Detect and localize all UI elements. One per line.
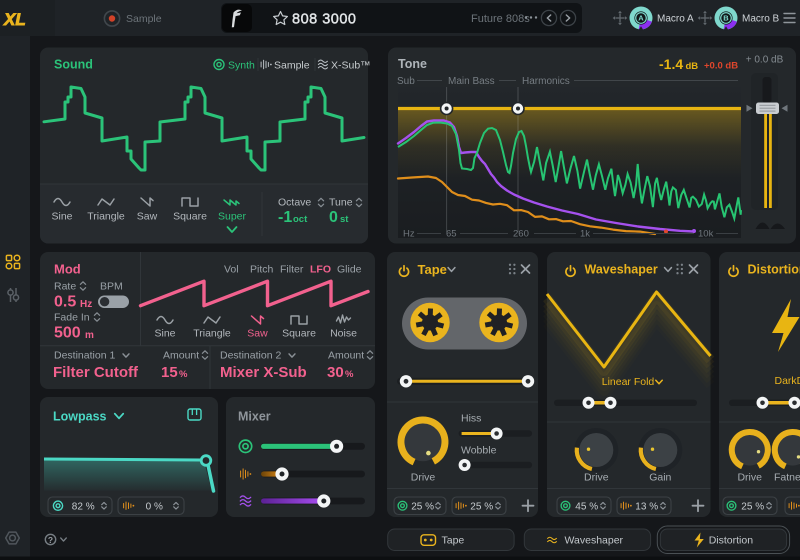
svg-text:oct: oct — [293, 214, 308, 225]
svg-text:Harmonics: Harmonics — [522, 76, 570, 87]
svg-text:Octave: Octave — [278, 197, 311, 209]
svg-text:A: A — [638, 14, 644, 23]
svg-text:Sine: Sine — [154, 328, 175, 340]
svg-text:Main Bass: Main Bass — [448, 76, 495, 87]
svg-text:Gain: Gain — [649, 472, 671, 484]
svg-text:Mixer X-Sub: Mixer X-Sub — [220, 364, 307, 381]
svg-text:Lowpass: Lowpass — [53, 410, 107, 424]
svg-text:Distortion: Distortion — [748, 263, 800, 277]
svg-text:X-Sub™: X-Sub™ — [331, 60, 371, 72]
svg-text:Rate: Rate — [54, 281, 76, 293]
svg-text:0: 0 — [329, 209, 338, 226]
svg-text:13 %: 13 % — [635, 501, 658, 512]
svg-text:Hz: Hz — [403, 229, 415, 240]
svg-text:Fade In: Fade In — [54, 312, 90, 324]
svg-text:Filter: Filter — [280, 264, 304, 276]
svg-text:Square: Square — [282, 328, 316, 340]
svg-text:Hiss: Hiss — [461, 413, 481, 425]
svg-text:BPM: BPM — [100, 281, 123, 293]
svg-text:Macro B: Macro B — [742, 14, 780, 25]
svg-text:dB: dB — [686, 61, 699, 72]
svg-text:25 %: 25 % — [411, 501, 434, 512]
svg-text:Linear Fold: Linear Fold — [602, 376, 655, 388]
svg-text:Destination 2: Destination 2 — [220, 350, 281, 362]
svg-text:25 %: 25 % — [470, 501, 493, 512]
svg-text:Tune: Tune — [329, 197, 353, 209]
svg-text:0 %: 0 % — [146, 501, 163, 512]
svg-text:Tape: Tape — [418, 262, 447, 277]
svg-text:Super: Super — [218, 211, 247, 223]
svg-text:Drive: Drive — [584, 472, 609, 484]
svg-text:0.5: 0.5 — [54, 294, 76, 311]
svg-text:Drive: Drive — [411, 472, 436, 484]
svg-text:+ 0.0 dB: + 0.0 dB — [746, 55, 784, 66]
svg-text:Fatness: Fatness — [774, 472, 800, 484]
svg-text:Amount: Amount — [328, 350, 364, 362]
svg-text:Drive: Drive — [737, 472, 762, 484]
svg-text:Sample: Sample — [274, 60, 310, 72]
svg-text:500: 500 — [54, 325, 81, 342]
svg-text:m: m — [85, 330, 94, 341]
svg-text:808 3000: 808 3000 — [292, 12, 356, 28]
svg-text:Synth: Synth — [228, 60, 255, 72]
svg-text:LFO: LFO — [310, 264, 331, 276]
svg-text:Saw: Saw — [247, 328, 268, 340]
svg-text:260: 260 — [513, 229, 529, 240]
svg-text:Sine: Sine — [51, 211, 72, 223]
svg-text:-1: -1 — [278, 209, 292, 226]
svg-text:Filter Cutoff: Filter Cutoff — [53, 364, 139, 381]
svg-text:Sub: Sub — [397, 76, 415, 87]
svg-text:15: 15 — [161, 364, 178, 381]
svg-text:Noise: Noise — [330, 328, 357, 340]
svg-text:%: % — [345, 369, 354, 380]
svg-text:65: 65 — [446, 229, 457, 240]
svg-text:10k: 10k — [698, 229, 714, 240]
svg-text:st: st — [340, 214, 349, 225]
svg-text:Square: Square — [173, 211, 207, 223]
svg-text:Sound: Sound — [54, 58, 93, 72]
svg-text:Triangle: Triangle — [193, 328, 231, 340]
svg-text:Saw: Saw — [137, 211, 158, 223]
svg-text:82 %: 82 % — [72, 501, 95, 512]
svg-text:1k: 1k — [580, 229, 590, 240]
svg-text:30: 30 — [327, 364, 344, 381]
svg-text:Hz: Hz — [80, 299, 92, 310]
svg-text:Tone: Tone — [398, 57, 427, 71]
svg-text:Waveshaper: Waveshaper — [585, 263, 658, 277]
svg-text:Mod: Mod — [54, 262, 81, 277]
svg-text:25 %: 25 % — [741, 501, 764, 512]
svg-text:-1.4: -1.4 — [659, 56, 683, 72]
svg-text:B: B — [723, 14, 729, 23]
svg-text:+0.0 dB: +0.0 dB — [704, 61, 738, 72]
svg-text:Sample: Sample — [126, 13, 162, 25]
svg-text:Tape: Tape — [442, 535, 465, 547]
svg-text:%: % — [179, 369, 188, 380]
svg-text:Amount: Amount — [163, 350, 199, 362]
svg-text:Waveshaper: Waveshaper — [565, 535, 624, 547]
svg-text:Glide: Glide — [337, 264, 362, 276]
svg-text:Triangle: Triangle — [87, 211, 125, 223]
svg-text:?: ? — [48, 535, 53, 545]
svg-text:XL: XL — [3, 10, 26, 29]
svg-text:45 %: 45 % — [575, 501, 598, 512]
svg-text:Destination 1: Destination 1 — [54, 350, 115, 362]
svg-text:Mixer: Mixer — [238, 410, 271, 424]
svg-text:Pitch: Pitch — [250, 264, 274, 276]
svg-text:Macro A: Macro A — [657, 14, 694, 25]
svg-text:Distortion: Distortion — [709, 535, 754, 547]
svg-text:Future 808s: Future 808s — [471, 13, 530, 25]
svg-text:Vol: Vol — [224, 264, 239, 276]
svg-text:Wobble: Wobble — [461, 445, 497, 457]
